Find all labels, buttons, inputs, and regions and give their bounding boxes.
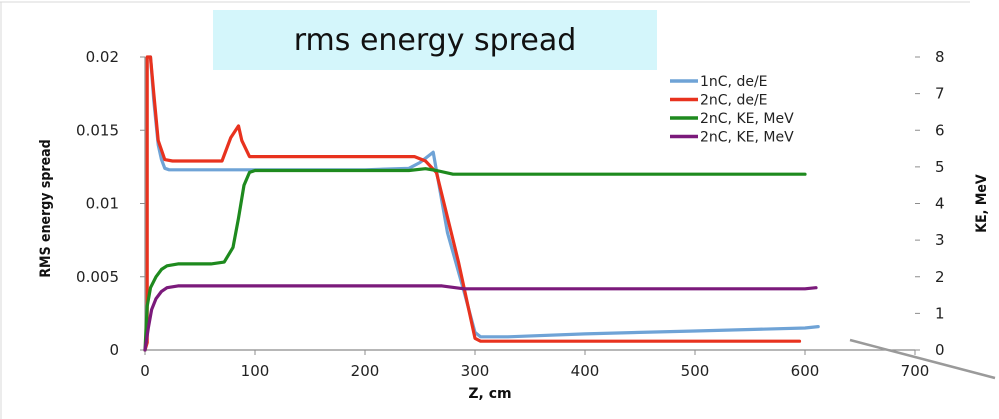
- y2-tick-label: 1: [935, 304, 945, 322]
- x-tick-label: 700: [901, 362, 930, 380]
- series-line-3: [143, 167, 807, 352]
- series-line-2: [143, 55, 802, 352]
- decorative-stroke: [849, 338, 996, 380]
- y2-tick-label: 2: [935, 268, 945, 286]
- legend-label-1: 1nC, de/E: [700, 74, 768, 90]
- x-tick-label: 0: [140, 362, 150, 380]
- x-tick-label: 600: [791, 362, 820, 380]
- y-tick-label: 0.005: [76, 268, 119, 286]
- y2-tick-label: 7: [935, 85, 945, 103]
- y-axis-title: RMS energy spread: [38, 139, 54, 277]
- series-line-1: [148, 55, 820, 339]
- y-tick-label: 0.015: [76, 121, 119, 139]
- y2-tick-label: 8: [935, 48, 945, 66]
- y-tick-label: 0.01: [86, 195, 119, 213]
- y-tick-label: 0.02: [86, 48, 119, 66]
- y2-tick-label: 4: [935, 195, 945, 213]
- x-tick-label: 300: [461, 362, 490, 380]
- x-axis-title: Z, cm: [468, 386, 511, 402]
- y2-tick-label: 5: [935, 158, 945, 176]
- series-line-4: [143, 284, 818, 352]
- x-tick-label: 400: [571, 362, 600, 380]
- chart-title: rms energy spread: [213, 10, 657, 70]
- x-tick-label: 200: [351, 362, 380, 380]
- y2-axis-title: KE, MeV: [974, 174, 990, 233]
- y-tick-label: 0: [109, 341, 119, 359]
- legend-label-4: 2nC, KE, MeV: [700, 130, 794, 146]
- y2-tick-label: 6: [935, 121, 945, 139]
- y2-tick-label: 3: [935, 231, 945, 249]
- legend-label-2: 2nC, de/E: [700, 93, 768, 109]
- x-tick-label: 100: [241, 362, 270, 380]
- x-tick-label: 500: [681, 362, 710, 380]
- y2-tick-label: 0: [935, 341, 945, 359]
- legend-label-3: 2nC, KE, MeV: [700, 111, 794, 127]
